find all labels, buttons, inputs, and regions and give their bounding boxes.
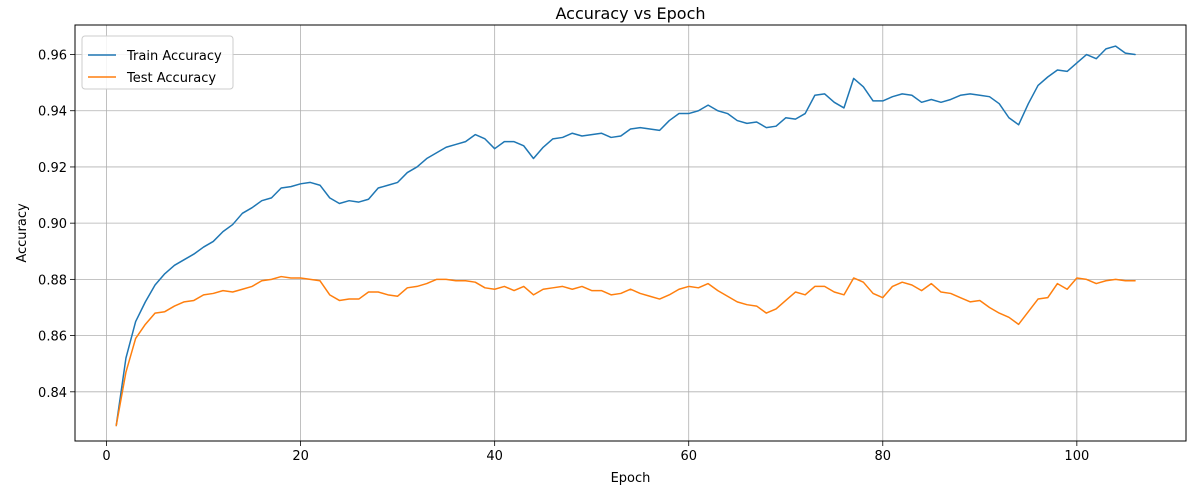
- y-axis-ticks: 0.84 0.86 0.88 0.90 0.92 0.94 0.96: [38, 49, 75, 401]
- x-tick-label: 40: [486, 449, 503, 464]
- x-tick-label: 100: [1064, 449, 1089, 464]
- x-tick-label: 60: [680, 449, 697, 464]
- grid-lines: [75, 25, 1186, 441]
- chart-title: Accuracy vs Epoch: [555, 4, 705, 23]
- y-tick-label: 0.90: [38, 217, 67, 232]
- y-tick-label: 0.94: [38, 105, 67, 120]
- y-tick-label: 0.92: [38, 161, 67, 176]
- y-axis-label: Accuracy: [15, 203, 30, 263]
- x-tick-label: 20: [292, 449, 309, 464]
- legend-box: [81, 35, 234, 90]
- legend-test-accuracy-label: Test Accuracy: [126, 71, 216, 86]
- legend: Train Accuracy Test Accuracy: [81, 35, 234, 90]
- y-tick-label: 0.86: [38, 330, 67, 345]
- series-line-test-accuracy: [115, 275, 1136, 427]
- series-lines: [115, 45, 1136, 427]
- x-axis-label: Epoch: [611, 471, 651, 486]
- x-tick-label: 0: [102, 449, 110, 464]
- x-axis-ticks: 0 20 40 60 80 100: [102, 441, 1089, 464]
- y-tick-label: 0.88: [38, 273, 67, 288]
- legend-train-accuracy-label: Train Accuracy: [126, 49, 222, 64]
- y-tick-label: 0.96: [38, 49, 67, 64]
- plot-area-frame: [74, 24, 1187, 442]
- x-tick-label: 80: [875, 449, 892, 464]
- y-tick-label: 0.84: [38, 386, 67, 401]
- series-line-train-accuracy: [115, 45, 1136, 427]
